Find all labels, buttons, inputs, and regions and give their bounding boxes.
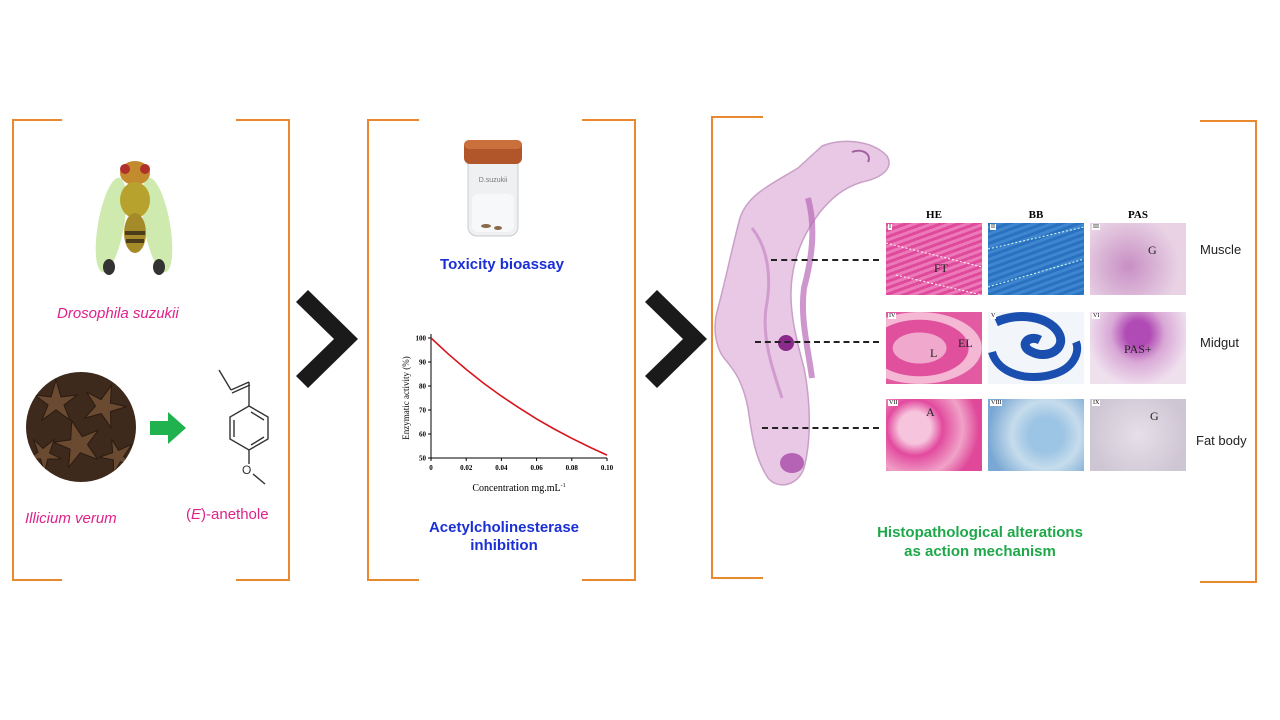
panel-number-i: I [888,224,892,230]
leader-line-muscle [771,259,879,261]
x-tick-label: 0.08 [566,464,579,472]
micrograph-v: V [988,312,1084,384]
panel-number-viii: VIII [990,400,1003,406]
illicium-verum-label: Illicium verum [25,510,117,527]
y-tick-label: 100 [416,335,427,343]
x-tick-label: 0 [429,464,433,472]
x-tick-label: 0.04 [495,464,508,472]
panel-number-v: V [990,313,997,319]
tag-el: EL [958,336,973,350]
anethole-prefix: ( [186,506,191,523]
col-title-bb: BB [1028,209,1044,221]
bracket-left-2 [367,119,419,581]
panel-number-ix: IX [1092,400,1101,406]
micrograph-ix: IX G [1090,399,1186,471]
row-label-fatbody: Fat body [1196,433,1247,448]
enzymatic-activity-chart: 50 60 70 80 90 100 0 0.02 0.04 0.06 0.08 0.10 Enzyma… [401,334,614,494]
series-line [430,337,608,456]
oxygen-atom-label: O [242,463,251,477]
anethole-italic-e: E [191,506,202,523]
col-title-he: HE [926,209,942,221]
tag-ft: FT [934,261,949,275]
micrograph-viii: VIII [988,399,1084,471]
y-tick-label: 80 [419,383,427,391]
toxicity-bioassay-label: Toxicity bioassay [440,256,564,273]
bracket-right-3 [1200,120,1257,583]
y-tick-label: 90 [419,359,427,367]
larva-section-image [714,140,890,486]
x-tick-label: 0.06 [530,464,543,472]
micrograph-vii: VII A [886,399,982,471]
panel-number-ii: II [990,224,996,230]
histopathology-caption: Histopathological alterations as action … [838,523,1122,561]
y-tick-label: 60 [419,431,427,439]
green-arrow-icon [150,412,186,444]
drosophila-fly-image [95,161,173,275]
panel-number-vii: VII [888,400,899,406]
vial-image: D.suzukii [464,140,522,237]
panel-number-iii: III [1092,224,1100,230]
col-title-pas: PAS [1128,209,1148,221]
leader-line-midgut [755,341,879,343]
vial-label-text: D.suzukii [479,177,508,184]
ache-label-line2: inhibition [470,537,538,554]
tag-g-fatbody: G [1150,409,1159,423]
y-tick-label: 50 [419,455,427,463]
tag-l: L [930,346,938,360]
caption-line2: as action mechanism [904,543,1056,560]
bracket-right-2 [582,119,636,581]
y-axis-label: Enzymatic activity (%) [401,356,411,439]
anethole-structure-image: O [218,369,269,485]
anethole-label: (E)-anethole [186,506,269,523]
drosophila-suzukii-label: Drosophila suzukii [57,305,179,322]
tag-a: A [926,405,935,419]
star-anise-image [26,372,136,482]
micrograph-iii: III G [1090,223,1186,295]
x-tick-label: 0.10 [601,464,614,472]
tag-g-muscle: G [1148,243,1157,257]
bracket-left-1 [12,119,62,581]
row-label-midgut: Midgut [1200,335,1240,350]
caption-line1: Histopathological alterations [877,524,1083,541]
micrograph-i: I FT [886,223,982,295]
x-axis-label: Concentration mg.mL-1 [472,483,565,494]
tag-pas-plus: PAS+ [1124,342,1152,356]
anethole-suffix: )-anethole [201,506,269,523]
micrograph-iv: IV L EL [886,312,982,384]
x-axis-label-superscript: -1 [561,483,566,489]
leader-line-fatbody [762,427,879,429]
panel-number-vi: VI [1092,313,1101,319]
ache-label-line1: Acetylcholinesterase [428,519,580,536]
micrograph-ii: II [988,223,1084,295]
chevron-right-icon-1 [296,290,358,388]
ache-inhibition-label: Acetylcholinesterase inhibition [398,519,610,555]
bracket-left-3 [711,116,763,579]
x-tick-label: 0.02 [460,464,473,472]
micrograph-vi: VI PAS+ [1090,312,1186,384]
row-label-muscle: Muscle [1200,242,1242,257]
bracket-right-1 [236,119,290,581]
chevron-right-icon-2 [645,290,707,388]
y-tick-label: 70 [419,407,427,415]
panel-number-iv: IV [888,313,897,319]
